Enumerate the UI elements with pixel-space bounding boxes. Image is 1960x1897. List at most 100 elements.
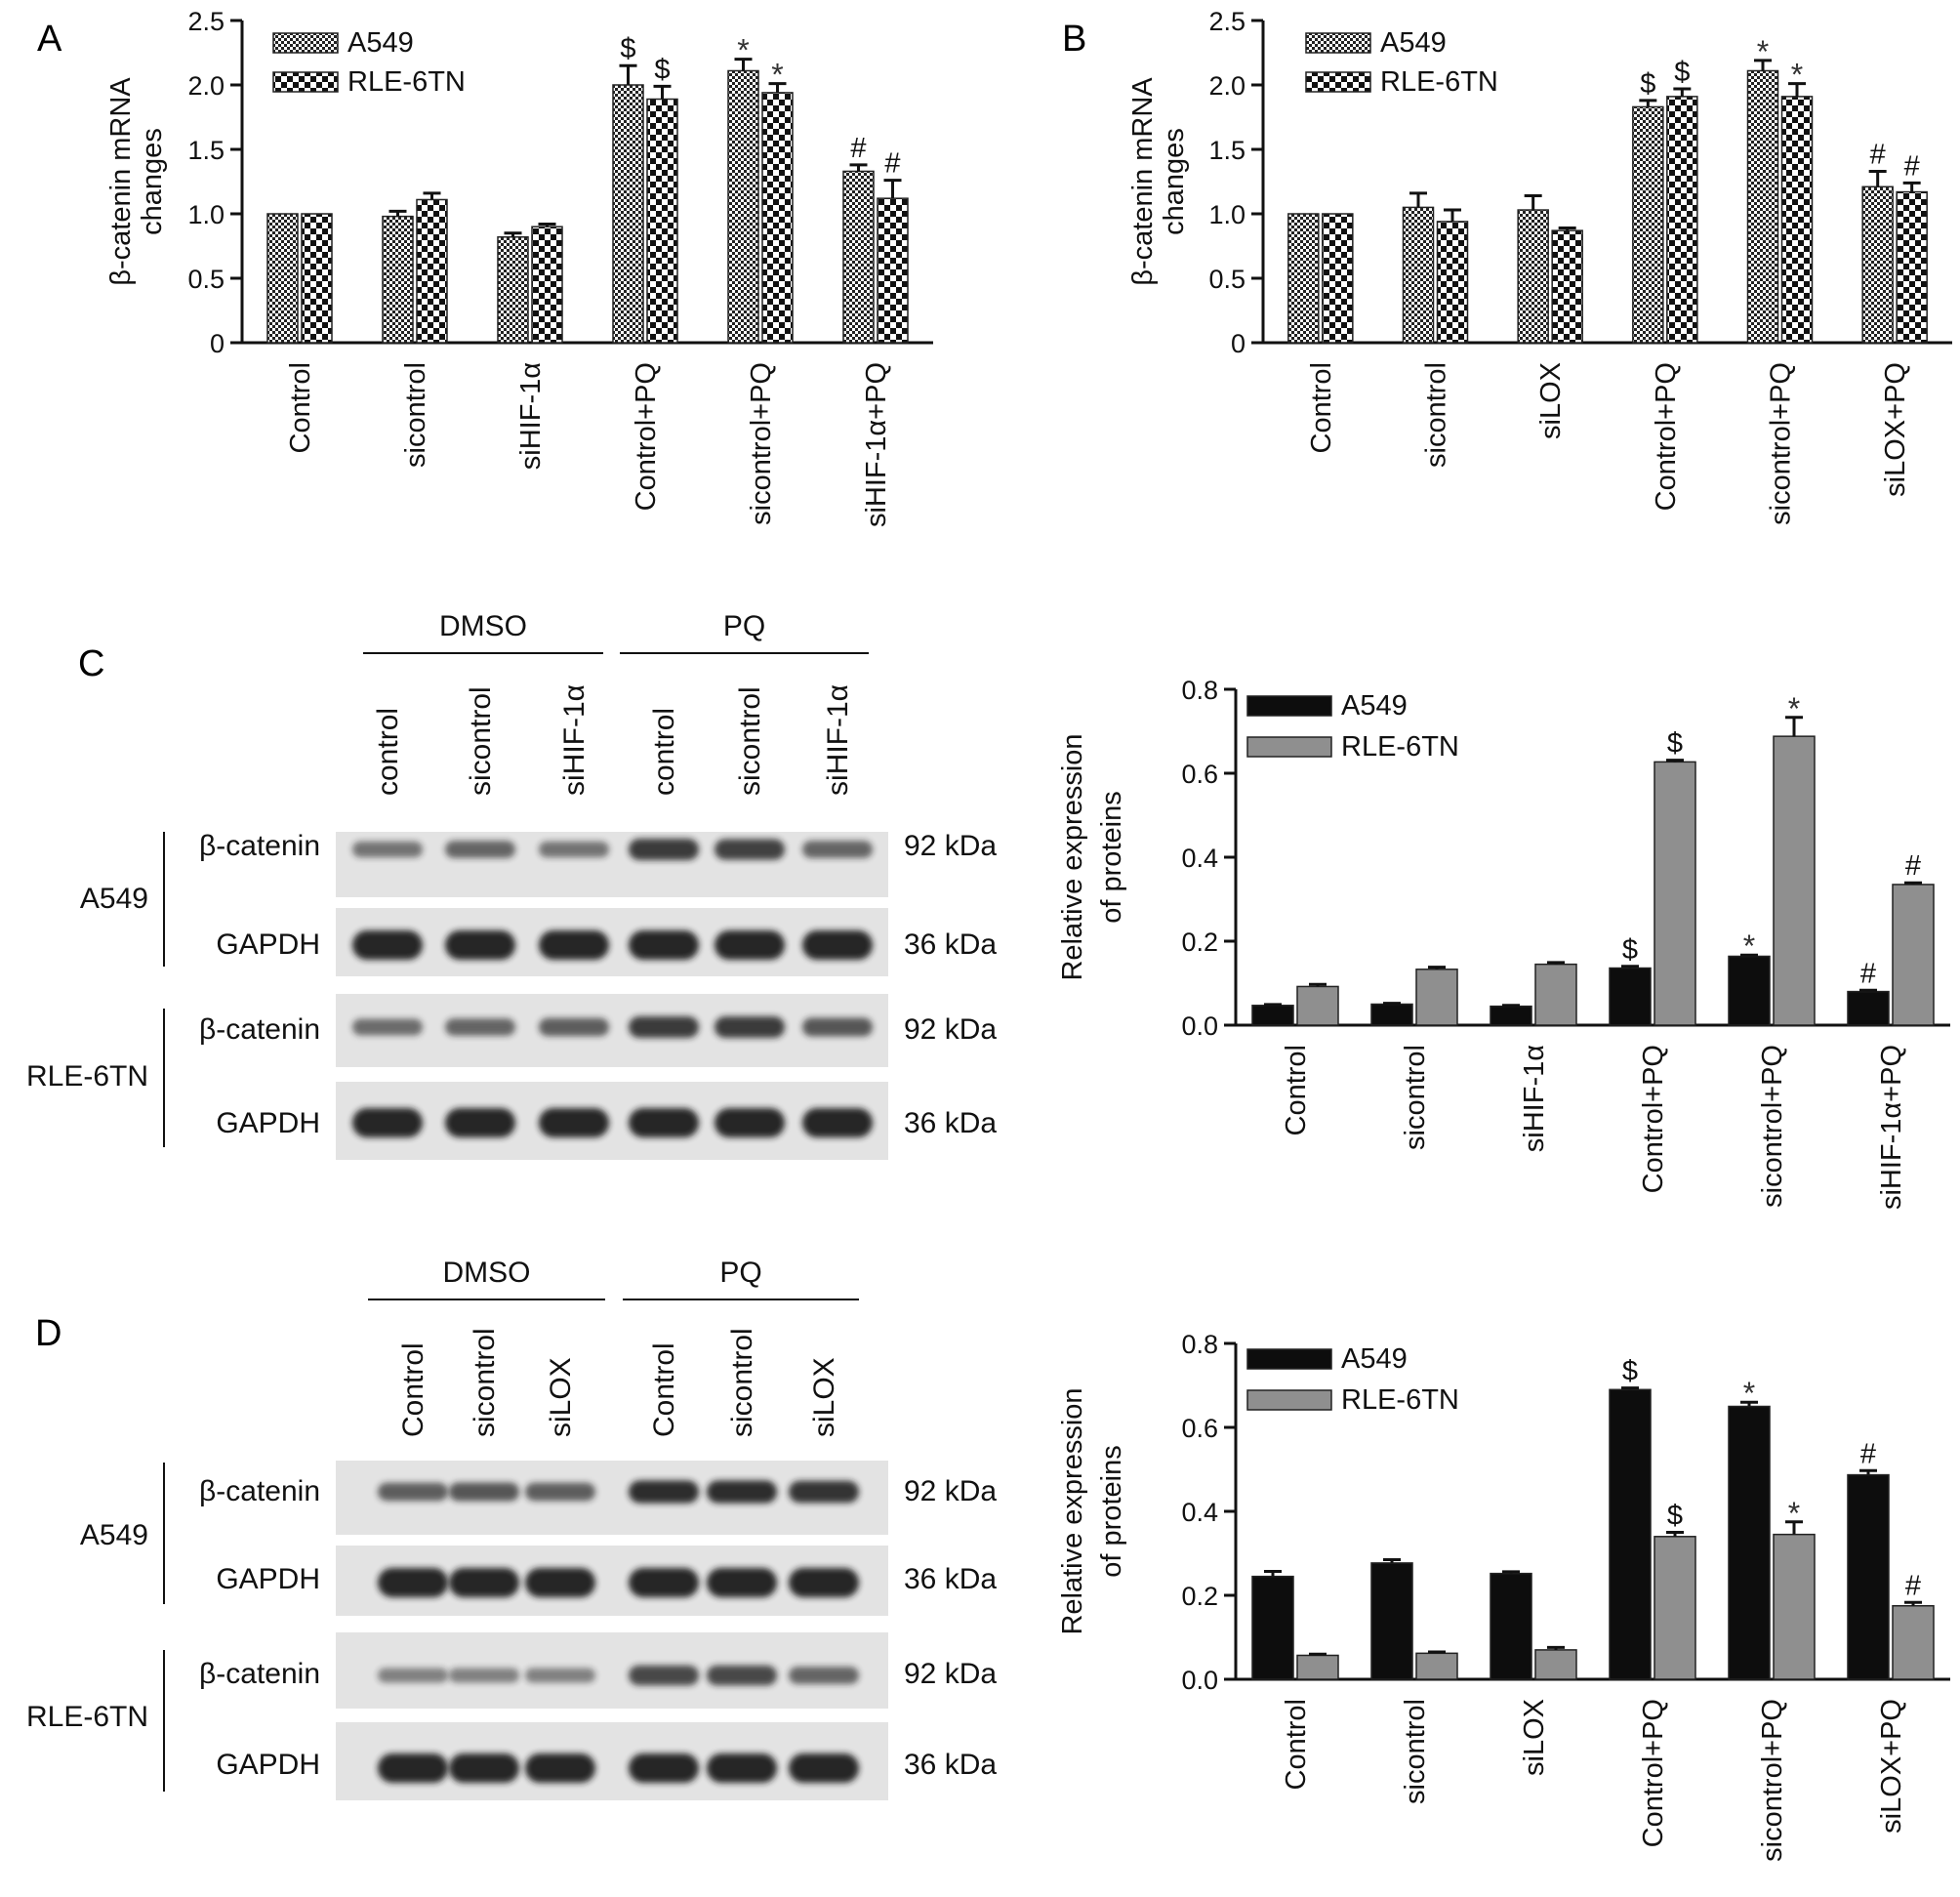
blot-band-catenin: [445, 841, 515, 858]
bar-a549-sihif-1-pq: [842, 170, 875, 344]
y-tick-label: 0.6: [1181, 760, 1218, 789]
y-axis-label: Relative expression: [1057, 733, 1088, 980]
bar-rle-6tn-sicontrol: [1415, 969, 1458, 1026]
bar-rle-6tn-sicontrol-pq: [1773, 1533, 1816, 1680]
chart-b-mrna-lox: 0 0.5 1.0 1.5 2.0 2.5 β-catenin mRNA changes Con…: [1127, 7, 1952, 525]
blot-band-gapdh: [802, 1108, 873, 1137]
blot-band-gapdh: [525, 1753, 595, 1783]
blot-band-gapdh: [449, 1568, 519, 1597]
category-label: Control: [1306, 362, 1337, 454]
blot-band-gapdh: [789, 1753, 859, 1783]
significance-label: *: [1743, 1376, 1755, 1411]
legend-label-rle-6tn: RLE-6TN: [347, 66, 466, 98]
category-label: siLOX+PQ: [1880, 362, 1911, 497]
legend-swatch-a549: [1305, 32, 1371, 54]
bar-rle-6tn-sicontrol: [416, 198, 448, 344]
blot-band-gapdh: [378, 1568, 448, 1597]
blot-lane-label: sicontrol: [726, 1328, 758, 1437]
legend-swatch-rle-6tn: [1246, 1389, 1332, 1411]
bar-rle-6tn-control: [1296, 1654, 1339, 1680]
blot-lane-label: sicontrol: [734, 686, 766, 796]
blot-band-gapdh: [449, 1753, 519, 1783]
blot-size-label: 92 kDa: [904, 1658, 997, 1690]
bar-rle-6tn-sicontrol: [1415, 1652, 1458, 1680]
blot-protein-label: GAPDH: [216, 928, 320, 961]
blot-lane-label: Control: [397, 1342, 429, 1437]
significance-label: $: [1674, 57, 1690, 88]
significance-label: $: [1667, 728, 1683, 760]
legend-label-a549: A549: [1341, 1343, 1408, 1375]
category-label: sicontrol+PQ: [1757, 1699, 1788, 1862]
legend-label-rle-6tn: RLE-6TN: [1341, 1384, 1459, 1416]
y-axis-label: of proteins: [1096, 1445, 1127, 1577]
blot-band-catenin: [715, 1016, 785, 1038]
chart-a-mrna-hif: 0 0.5 1.0 1.5 2.0 2.5 β-catenin mRNA changes Con…: [105, 7, 933, 527]
category-label: siLOX+PQ: [1876, 1699, 1907, 1834]
blot-size-label: 92 kDa: [904, 1475, 997, 1507]
bar-rle-6tn-silox-pq: [1892, 1605, 1935, 1680]
y-tick-label: 0.0: [1181, 1011, 1218, 1041]
legend-label-rle-6tn: RLE-6TN: [1380, 66, 1498, 98]
blot-cell-line-a549: A549: [80, 883, 148, 915]
blot-band-catenin: [802, 1017, 873, 1037]
bar-a549-sihif-1: [497, 236, 529, 344]
category-label: sicontrol: [400, 362, 431, 468]
blot-band-gapdh: [629, 930, 699, 960]
blot-group-label-pq: PQ: [719, 1257, 761, 1289]
y-axis-label: β-catenin mRNA: [105, 77, 137, 286]
blot-cell-line-a549: A549: [80, 1519, 148, 1551]
bar-rle-6tn-silox: [1534, 1649, 1577, 1680]
blot-band-catenin: [352, 1018, 423, 1036]
y-tick-label: 0.2: [1181, 1582, 1218, 1611]
y-axis-label: changes: [137, 128, 168, 235]
category-label: Control+PQ: [631, 362, 662, 511]
bar-rle-6tn-control-pq: [1666, 96, 1698, 344]
category-label: siHIF-1α: [515, 362, 547, 470]
bar-rle-6tn-sicontrol: [1436, 221, 1469, 344]
y-axis-label: of proteins: [1096, 791, 1127, 923]
blot-size-label: 36 kDa: [904, 1563, 997, 1595]
y-tick-label: 1.0: [1208, 200, 1245, 229]
blot-strip-gapdh: [336, 1082, 888, 1160]
blot-size-label: 92 kDa: [904, 1013, 997, 1046]
panel-label-b: B: [1062, 19, 1086, 60]
bar-rle-6tn-sicontrol-pq: [1773, 735, 1816, 1026]
significance-label: $: [654, 54, 670, 85]
category-label: sicontrol+PQ: [746, 362, 777, 525]
category-label: siHIF-1α: [1519, 1045, 1550, 1152]
blot-band-gapdh: [715, 1108, 785, 1137]
significance-label: #: [884, 148, 900, 180]
panel-label-c: C: [78, 643, 104, 684]
category-label: Control+PQ: [1651, 362, 1682, 511]
legend-swatch-a549: [1246, 1348, 1332, 1370]
significance-label: *: [1791, 58, 1803, 93]
blot-band-catenin: [715, 839, 785, 860]
blot-band-catenin: [449, 1482, 519, 1502]
blot-group-label-pq: PQ: [723, 610, 765, 642]
y-tick-label: 0: [210, 329, 225, 358]
significance-label: *: [1743, 928, 1755, 964]
significance-label: #: [1904, 150, 1920, 182]
y-tick-label: 0.6: [1181, 1414, 1218, 1443]
y-tick-label: 0: [1231, 329, 1245, 358]
y-tick-label: 0.5: [1208, 265, 1245, 294]
blot-band-gapdh: [445, 1108, 515, 1137]
bar-a549-sicontrol-pq: [727, 69, 759, 344]
blot-protein-label: β-catenin: [199, 1013, 320, 1046]
bar-a549-sicontrol: [1370, 1003, 1413, 1026]
y-tick-label: 1.0: [187, 200, 225, 229]
blot-lane-label: sicontrol: [469, 1328, 501, 1437]
y-axis-label: changes: [1159, 128, 1190, 235]
blot-band-catenin: [352, 841, 423, 858]
bar-a549-control-pq: [1609, 1388, 1652, 1680]
category-label: Control: [1281, 1699, 1312, 1791]
bar-rle-6tn-control-pq: [646, 98, 678, 344]
bar-rle-6tn-sihif-1: [1534, 963, 1577, 1026]
y-tick-label: 0.8: [1181, 1330, 1218, 1359]
blot-band-gapdh: [352, 1108, 423, 1137]
significance-label: $: [1622, 1356, 1638, 1387]
blot-strip-catenin: [336, 994, 888, 1067]
bar-rle-6tn-sihif-1-pq: [1892, 884, 1935, 1026]
significance-label: #: [1860, 958, 1876, 989]
y-tick-label: 2.5: [1208, 7, 1245, 36]
